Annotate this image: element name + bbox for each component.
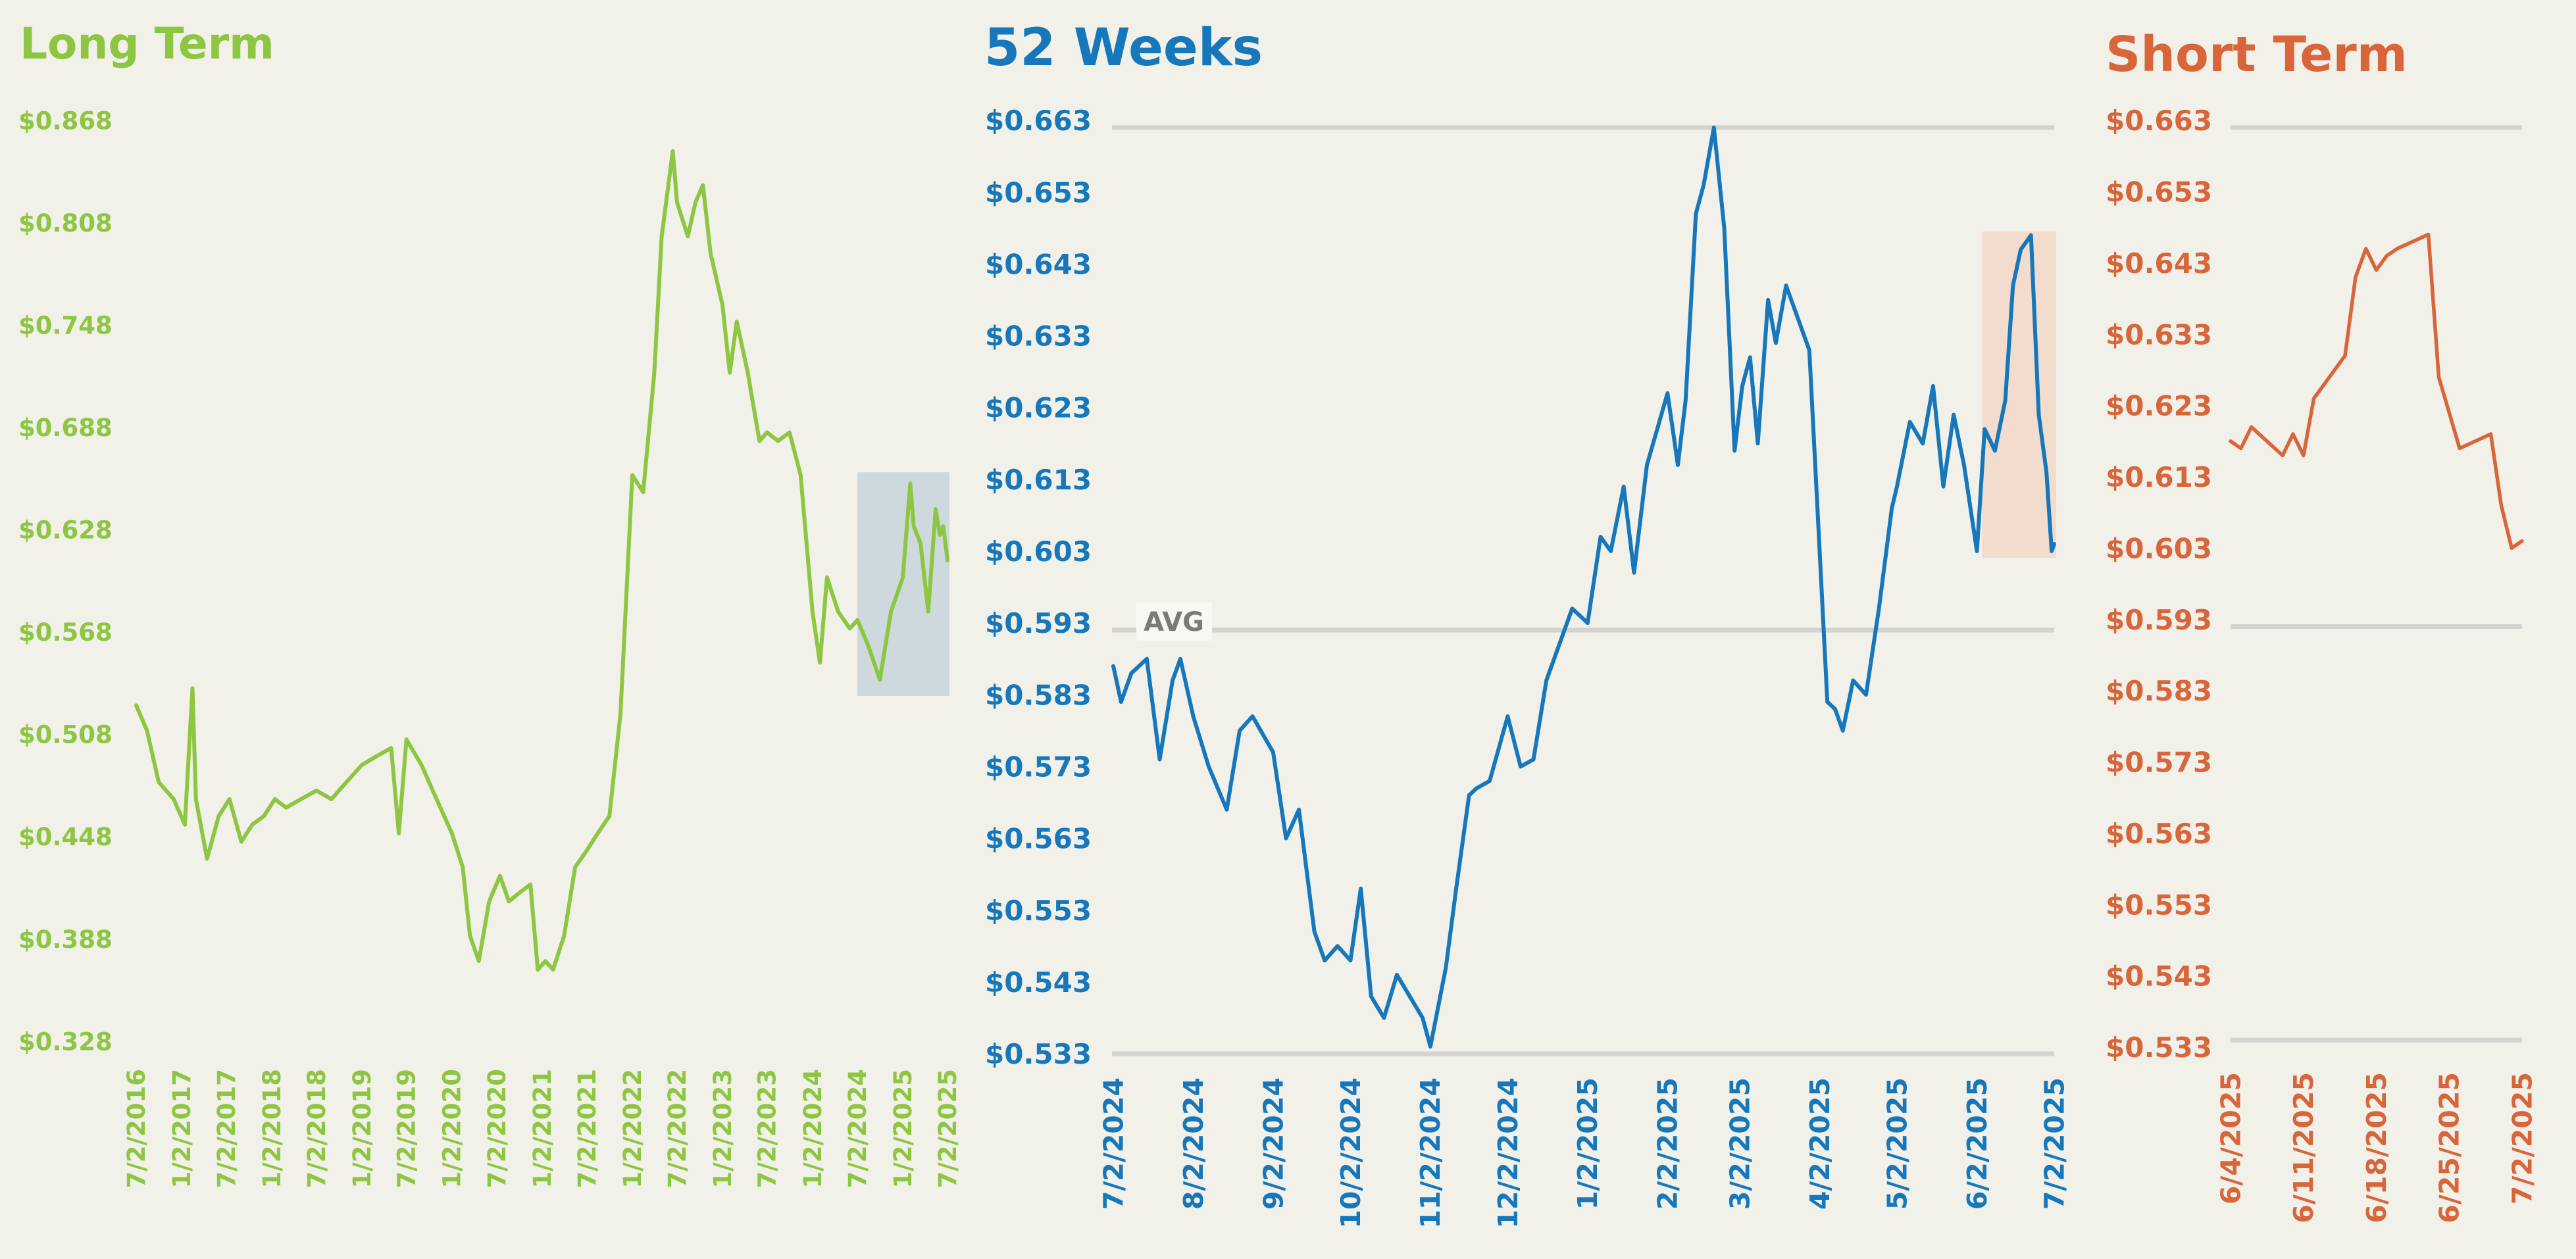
y-tick-label: $0.603 xyxy=(985,535,1092,568)
highlight-window xyxy=(857,472,949,696)
x-tick-label: 12/2/2024 xyxy=(1492,1077,1524,1229)
y-tick-label: $0.563 xyxy=(2106,818,2212,850)
x-tick-label: 1/2/2017 xyxy=(168,1069,196,1189)
y-tick-label: $0.633 xyxy=(985,320,1092,353)
y-tick-label: $0.583 xyxy=(985,679,1092,711)
y-tick-label: $0.623 xyxy=(985,392,1092,424)
y-tick-label: $0.603 xyxy=(2106,532,2212,564)
x-tick-label: 5/2/2025 xyxy=(1881,1077,1913,1210)
x-tick-label: 4/2/2025 xyxy=(1804,1077,1836,1210)
52-weeks-title: 52 Weeks xyxy=(984,18,1263,78)
y-tick-label: $0.563 xyxy=(985,823,1092,855)
x-tick-label: 3/2/2025 xyxy=(1724,1077,1755,1210)
y-tick-label: $0.553 xyxy=(2106,889,2212,921)
y-tick-label: $0.623 xyxy=(2106,390,2212,422)
x-tick-label: 7/2/2020 xyxy=(483,1069,511,1189)
x-tick-label: 1/2/2023 xyxy=(709,1069,737,1189)
y-tick-label: $0.628 xyxy=(18,516,113,545)
y-tick-label: $0.868 xyxy=(18,107,113,135)
x-tick-label: 6/4/2025 xyxy=(2215,1072,2246,1204)
y-tick-label: $0.748 xyxy=(18,311,113,339)
avg-label-bg xyxy=(1136,602,1212,641)
y-tick-label: $0.633 xyxy=(2106,318,2212,351)
y-tick-label: $0.613 xyxy=(2106,461,2212,493)
x-tick-label: 6/2/2025 xyxy=(1961,1077,1993,1210)
x-tick-label: 1/2/2025 xyxy=(1572,1077,1604,1210)
y-tick-label: $0.508 xyxy=(18,721,113,749)
y-tick-label: $0.613 xyxy=(985,464,1092,496)
y-tick-label: $0.388 xyxy=(18,926,113,954)
y-tick-label: $0.543 xyxy=(985,966,1092,999)
x-tick-label: 6/11/2025 xyxy=(2288,1072,2319,1223)
x-tick-label: 7/2/2018 xyxy=(303,1069,331,1189)
y-tick-label: $0.533 xyxy=(2106,1031,2212,1064)
x-tick-label: 10/2/2024 xyxy=(1335,1077,1367,1229)
x-tick-label: 1/2/2022 xyxy=(619,1069,647,1189)
x-tick-label: 7/2/2025 xyxy=(934,1069,962,1189)
x-tick-label: 9/2/2024 xyxy=(1257,1077,1289,1210)
y-tick-label: $0.553 xyxy=(985,895,1092,927)
series-line xyxy=(2229,232,2524,551)
x-tick-label: 7/2/2016 xyxy=(122,1069,151,1189)
x-tick-label: 1/2/2024 xyxy=(799,1069,827,1189)
y-tick-label: $0.643 xyxy=(985,248,1092,280)
x-tick-label: 1/2/2018 xyxy=(258,1069,286,1189)
y-tick-label: $0.593 xyxy=(2106,604,2212,636)
y-tick-label: $0.663 xyxy=(2106,105,2212,137)
x-tick-label: 7/2/2022 xyxy=(663,1069,692,1189)
y-tick-label: $0.593 xyxy=(985,607,1092,639)
x-tick-label: 2/2/2025 xyxy=(1652,1077,1684,1210)
y-tick-label: $0.328 xyxy=(18,1027,113,1056)
x-tick-label: 7/2/2025 xyxy=(2038,1077,2070,1210)
y-tick-label: $0.583 xyxy=(2106,675,2212,707)
long-term-title: Long Term xyxy=(20,18,274,69)
x-tick-label: 1/2/2025 xyxy=(889,1069,917,1189)
y-tick-label: $0.653 xyxy=(985,176,1092,209)
y-tick-label: $0.643 xyxy=(2106,247,2212,280)
x-tick-label: 8/2/2024 xyxy=(1178,1077,1209,1210)
x-tick-label: 1/2/2020 xyxy=(438,1069,467,1189)
x-tick-label: 7/2/2024 xyxy=(844,1069,872,1189)
y-tick-label: $0.808 xyxy=(18,209,113,237)
avg-label: AVG xyxy=(1144,607,1204,637)
short-term-title: Short Term xyxy=(2106,26,2408,83)
x-tick-label: 7/2/2025 xyxy=(2506,1072,2538,1204)
x-tick-label: 6/18/2025 xyxy=(2361,1072,2392,1223)
x-tick-label: 11/2/2024 xyxy=(1415,1077,1446,1229)
y-tick-label: $0.688 xyxy=(18,414,113,442)
highlight-window xyxy=(1982,232,2056,558)
y-tick-label: $0.573 xyxy=(985,751,1092,783)
x-tick-label: 7/2/2024 xyxy=(1098,1077,1129,1210)
x-tick-label: 1/2/2021 xyxy=(528,1069,557,1189)
series-line xyxy=(1111,125,2056,1049)
y-tick-label: $0.573 xyxy=(2106,747,2212,779)
x-tick-label: 7/2/2017 xyxy=(213,1069,241,1189)
y-tick-label: $0.543 xyxy=(2106,960,2212,993)
y-tick-label: $0.448 xyxy=(18,823,113,851)
x-tick-label: 7/2/2019 xyxy=(393,1069,421,1189)
y-tick-label: $0.663 xyxy=(985,105,1092,137)
series-line xyxy=(134,149,949,972)
y-tick-label: $0.533 xyxy=(985,1038,1092,1070)
x-tick-label: 6/25/2025 xyxy=(2434,1072,2465,1223)
x-tick-label: 1/2/2019 xyxy=(348,1069,376,1189)
y-tick-label: $0.653 xyxy=(2106,176,2212,209)
x-tick-label: 7/2/2023 xyxy=(753,1069,782,1189)
y-tick-label: $0.568 xyxy=(18,618,113,647)
x-tick-label: 7/2/2021 xyxy=(573,1069,601,1189)
